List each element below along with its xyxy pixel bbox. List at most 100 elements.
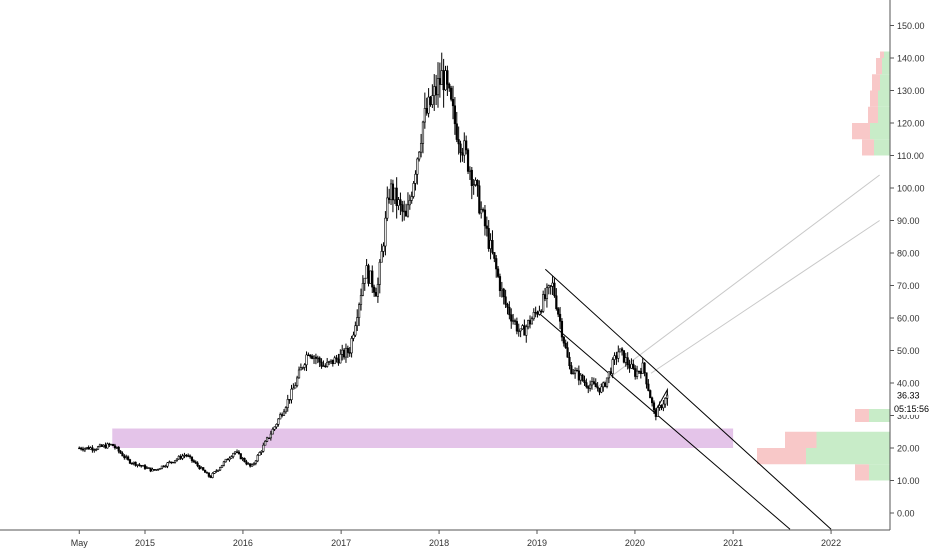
candle-body — [202, 467, 205, 471]
candle-body — [264, 441, 267, 446]
candle-body — [352, 334, 355, 339]
candle-body — [115, 446, 118, 449]
candle-body — [622, 350, 626, 363]
candle-body — [401, 204, 404, 212]
candle-body — [316, 357, 319, 360]
candle-body — [153, 469, 156, 471]
candle-body — [609, 371, 612, 374]
vp-green-bar — [882, 58, 890, 75]
candle-body — [367, 265, 370, 284]
candle-body — [373, 286, 376, 293]
candle-body — [282, 411, 286, 416]
candle-body — [382, 245, 385, 252]
candle-body — [106, 443, 109, 449]
vp-red-bar — [852, 123, 870, 140]
y-tick-label: 100.00 — [897, 184, 925, 194]
candle-body — [226, 458, 229, 461]
candle-body — [508, 306, 511, 316]
fib-extension-line[interactable] — [650, 220, 880, 374]
candle-body — [410, 196, 413, 201]
candle-body — [275, 424, 278, 428]
candle-body — [534, 311, 537, 314]
candle-body — [600, 386, 603, 393]
candle-body — [487, 228, 490, 249]
candle-body — [151, 469, 154, 472]
candle-body — [632, 363, 635, 369]
candle-body — [102, 444, 105, 447]
candle-body — [421, 121, 425, 144]
channel-upper-line[interactable] — [544, 268, 832, 530]
candle-body — [91, 447, 94, 451]
vp-red-bar — [880, 51, 884, 58]
candle-body — [125, 456, 128, 458]
candle-body — [660, 405, 663, 409]
zone-layer — [112, 428, 734, 449]
y-tick-label: 60.00 — [897, 314, 920, 324]
candle-body — [168, 461, 171, 464]
candle-body — [412, 183, 415, 197]
x-tick-label: 2018 — [429, 538, 449, 548]
vp-green-bar — [816, 431, 890, 448]
candle-body — [510, 314, 513, 322]
candle-body — [265, 437, 269, 442]
candle-body — [406, 204, 410, 217]
candle-body — [271, 428, 274, 435]
y-tick-label: 120.00 — [897, 119, 925, 129]
candle-body — [83, 448, 86, 451]
support-zone-rect[interactable] — [112, 428, 734, 449]
candle-body — [491, 240, 494, 253]
candle-body — [639, 371, 642, 374]
candle-body — [192, 460, 195, 463]
candle-body — [342, 349, 346, 358]
candle-body — [577, 370, 580, 381]
candle-body — [583, 380, 586, 383]
candle-body — [175, 458, 179, 461]
candle-body — [530, 318, 534, 325]
triangle-pattern[interactable] — [654, 387, 668, 413]
candle-body — [666, 394, 669, 399]
candle-body — [143, 465, 147, 469]
candle-body — [435, 86, 438, 96]
candle-body — [350, 338, 353, 354]
candle-body — [190, 456, 194, 461]
volume-profile-layer — [757, 51, 890, 481]
candle-body — [403, 210, 406, 213]
candle-body — [204, 469, 207, 473]
y-tick-label: 80.00 — [897, 249, 920, 259]
candle-body — [136, 464, 139, 466]
y-tick-label: 110.00 — [897, 151, 924, 161]
candle-body — [219, 467, 222, 471]
candle-body — [553, 282, 556, 297]
candle-body — [440, 70, 443, 85]
candle-body — [117, 446, 120, 452]
candle-body — [100, 444, 103, 447]
candle-body — [602, 382, 605, 388]
candle-body — [134, 461, 137, 466]
candle-body — [96, 446, 100, 450]
candle-body — [170, 461, 173, 463]
candle-body — [194, 461, 197, 464]
candle-body — [348, 352, 351, 354]
last-price-bg — [892, 387, 930, 401]
candle-body — [111, 443, 115, 447]
x-tick-label: 2016 — [233, 538, 253, 548]
candle-body — [384, 217, 387, 247]
channel-lower-line[interactable] — [536, 311, 791, 530]
candle-body — [386, 197, 389, 219]
candle-body — [613, 355, 616, 360]
fib-extension-line[interactable] — [593, 174, 880, 390]
x-tick-label: 2022 — [821, 538, 841, 548]
candle-body — [645, 372, 648, 385]
candle-body — [596, 386, 599, 389]
y-tick-label: 40.00 — [897, 379, 920, 389]
candle-body — [213, 471, 216, 474]
candle-body — [132, 461, 135, 464]
candle-body — [436, 78, 440, 96]
x-tick-label: 2021 — [723, 538, 743, 548]
candle-body — [442, 70, 445, 91]
candle-body — [651, 397, 654, 404]
candle-body — [80, 447, 83, 450]
candle-body — [281, 414, 284, 416]
candle-body — [354, 325, 357, 336]
